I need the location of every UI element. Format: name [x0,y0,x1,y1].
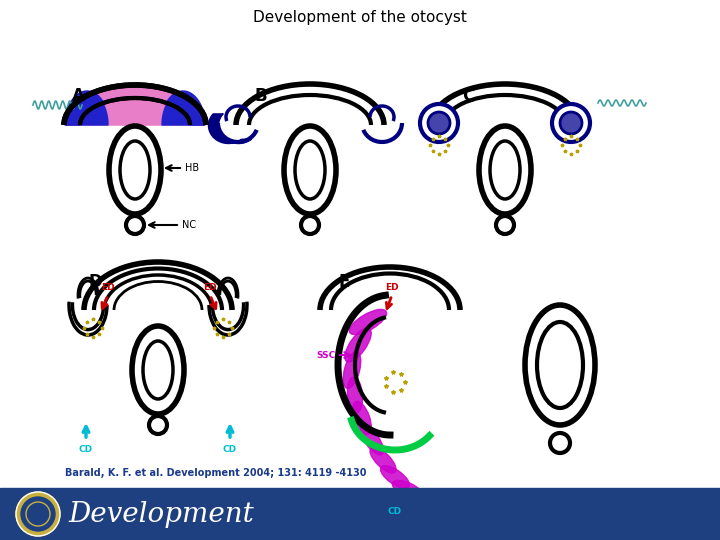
Text: CD: CD [79,445,93,454]
Ellipse shape [126,216,144,234]
Ellipse shape [560,112,582,134]
Ellipse shape [345,328,372,362]
Ellipse shape [496,216,514,234]
Ellipse shape [353,401,372,435]
Bar [0,488,720,540]
Ellipse shape [380,465,410,488]
Text: NC: NC [182,220,196,230]
Ellipse shape [143,341,173,399]
Text: ED: ED [203,283,217,292]
Text: D: D [88,273,102,291]
Ellipse shape [392,481,423,500]
Polygon shape [65,91,109,125]
Ellipse shape [479,126,531,214]
Polygon shape [65,86,205,125]
Text: SSC: SSC [317,350,336,360]
Text: E: E [338,273,349,291]
Circle shape [16,492,60,536]
Text: ED: ED [385,283,399,292]
Text: C: C [462,87,474,105]
Polygon shape [66,92,108,125]
Text: CD: CD [388,507,402,516]
Ellipse shape [295,141,325,199]
Ellipse shape [120,141,150,199]
Ellipse shape [347,377,363,413]
Ellipse shape [537,322,583,408]
Ellipse shape [349,309,387,335]
Ellipse shape [149,416,167,434]
Ellipse shape [428,112,450,134]
Polygon shape [81,98,189,125]
Ellipse shape [301,216,319,234]
Text: Development: Development [68,501,253,528]
Ellipse shape [361,425,384,455]
Circle shape [21,497,55,531]
Ellipse shape [525,305,595,425]
Text: CD: CD [223,445,237,454]
Text: Barald, K. F. et al. Development 2004; 131: 4119 -4130: Barald, K. F. et al. Development 2004; 1… [65,468,366,478]
Polygon shape [81,98,189,125]
Polygon shape [161,91,205,125]
Ellipse shape [420,104,458,142]
Text: B: B [255,87,268,105]
Ellipse shape [132,326,184,414]
Ellipse shape [552,104,590,142]
Ellipse shape [550,433,570,453]
Text: ED: ED [102,283,114,292]
Ellipse shape [343,352,361,388]
Ellipse shape [370,447,396,473]
Text: A: A [72,87,85,105]
Text: Development of the otocyst: Development of the otocyst [253,10,467,25]
Text: HB: HB [185,163,199,173]
Ellipse shape [490,141,520,199]
Polygon shape [162,92,204,125]
Ellipse shape [109,126,161,214]
Ellipse shape [284,126,336,214]
